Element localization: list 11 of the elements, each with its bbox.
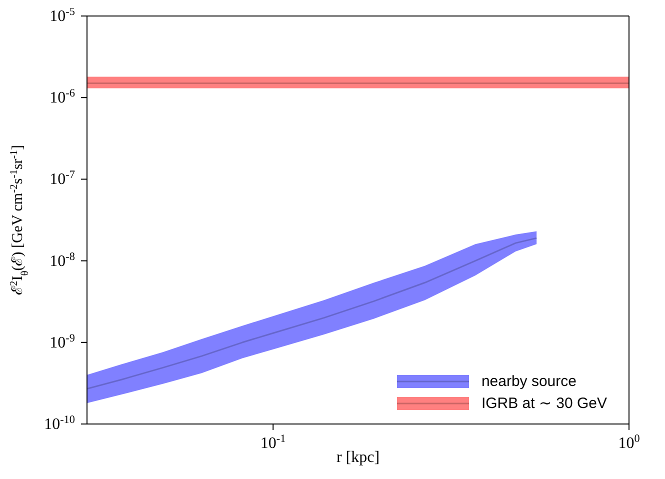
y-tick-label: 10$^{-5}$ [50,6,76,25]
y-tick-label: 10$^{-8}$ [50,250,76,270]
legend-label: nearby source [481,373,576,390]
legend-label: IGRB at ∼ 30 GeV [481,394,607,412]
y-tick-label: 10$^{-7}$ [50,169,76,188]
y-tick-label: 10$^{-10}$ [44,414,76,433]
y-tick-label: 10$^{-9}$ [50,332,76,352]
x-tick-label: 10$^{0}$ [618,433,640,452]
y-tick-label: 10$^{-6}$ [50,88,76,107]
x-tick-label: 10$^{-1}$ [260,433,286,452]
x-axis-title: r [kpc] [336,449,380,466]
